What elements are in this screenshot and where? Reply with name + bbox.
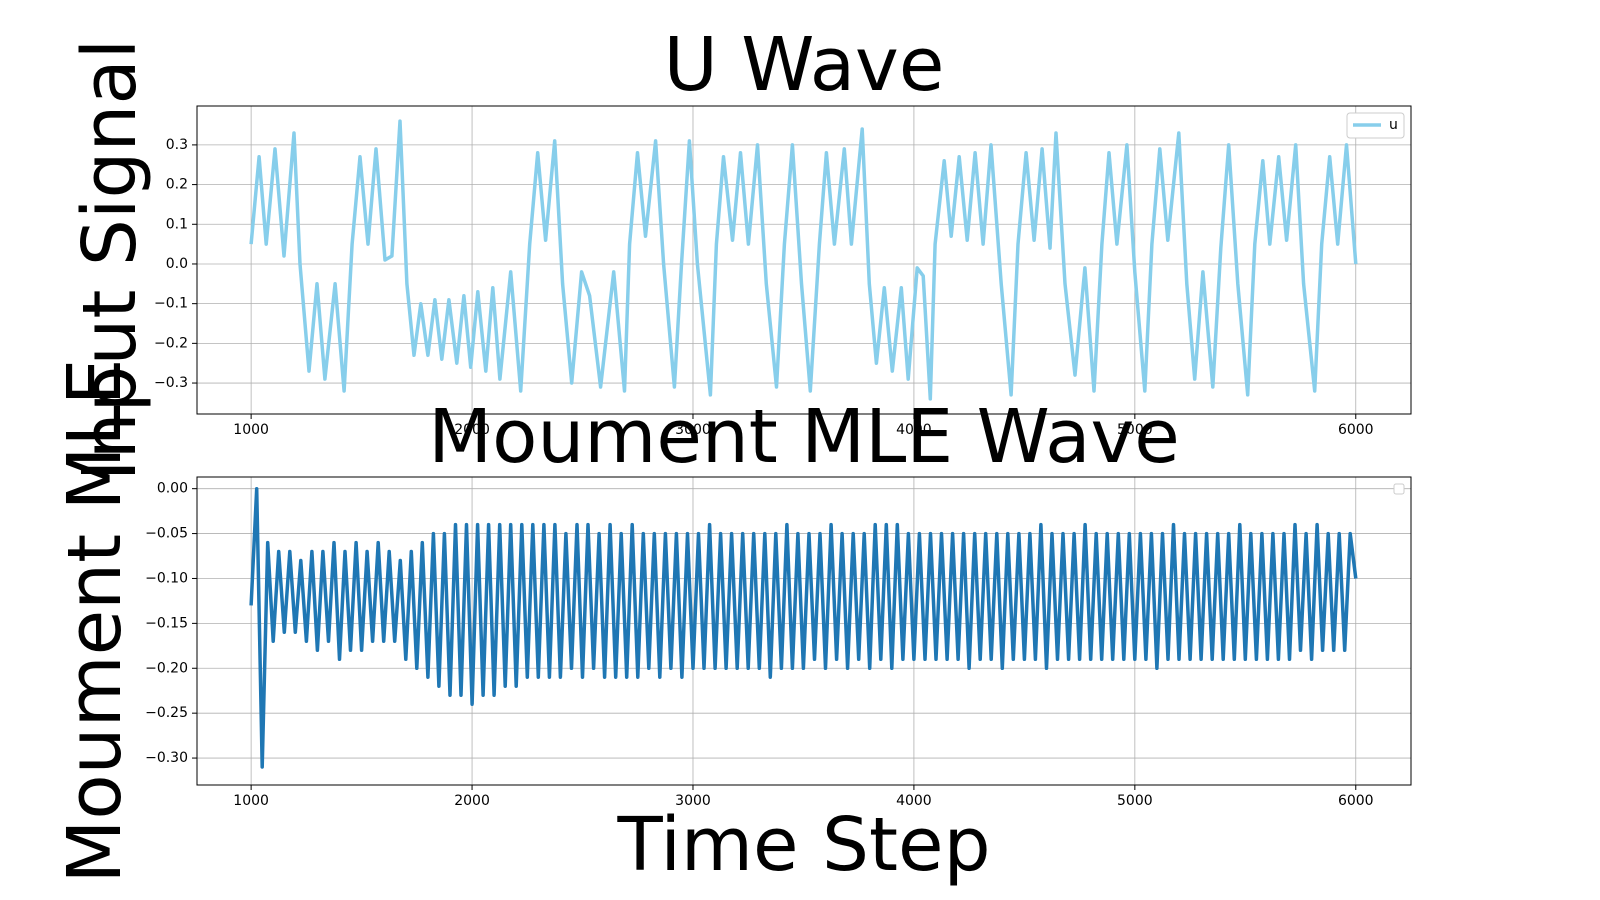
y-tick-label: −0.15 [145, 615, 188, 631]
axes-frame [196, 105, 1412, 415]
chart-title: U Wave [664, 22, 945, 108]
x-tick-label: 4000 [896, 793, 932, 809]
x-axis-label: Time Step [616, 802, 990, 888]
legend-label: u [1389, 117, 1398, 133]
x-tick-label: 2000 [454, 793, 490, 809]
y-tick-label: 0.0 [166, 256, 188, 272]
y-tick-label: −0.05 [145, 526, 188, 542]
y-axis-label: Input Signal [67, 39, 153, 481]
y-tick-label: 0.1 [166, 216, 188, 232]
x-tick-label: 6000 [1338, 793, 1374, 809]
x-tick-label: 5000 [1117, 793, 1153, 809]
legend-box [1393, 483, 1405, 495]
axes-frame [196, 476, 1412, 786]
y-tick-label: 0.00 [157, 481, 188, 497]
y-tick-label: −0.3 [154, 375, 188, 391]
x-tick-label: 6000 [1338, 422, 1374, 438]
y-tick-label: −0.10 [145, 570, 188, 586]
y-axis-label: Moument MLE [52, 359, 138, 884]
x-tick-label: 3000 [675, 793, 711, 809]
x-tick-label: 3000 [675, 422, 711, 438]
y-tick-label: −0.20 [145, 660, 188, 676]
data-line [249, 486, 1358, 769]
y-tick-label: −0.25 [145, 705, 188, 721]
x-tick-label: 1000 [233, 422, 269, 438]
x-tick-label: 2000 [454, 422, 490, 438]
y-tick-label: 0.3 [166, 137, 188, 153]
x-tick-label: 5000 [1117, 422, 1153, 438]
y-tick-label: 0.2 [166, 177, 188, 193]
y-tick-label: −0.1 [154, 296, 188, 312]
data-line [249, 119, 1358, 401]
chart-title: Moument MLE Wave [428, 394, 1180, 480]
x-tick-label: 4000 [896, 422, 932, 438]
y-tick-label: −0.30 [145, 750, 188, 766]
x-tick-label: 1000 [233, 793, 269, 809]
y-tick-label: −0.2 [154, 335, 188, 351]
